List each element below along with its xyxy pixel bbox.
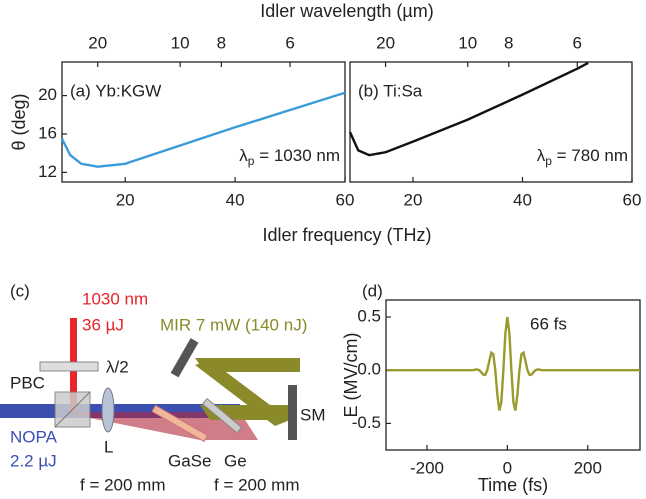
x2-tick-label: 8	[504, 33, 513, 52]
pump-wavelength: λp = 1030 nm	[239, 146, 340, 168]
pump-wavelength: 1030 nm	[82, 289, 148, 308]
data-line	[60, 91, 346, 168]
focal-length: f = 200 mm	[214, 475, 300, 494]
gase-crystal	[151, 404, 209, 443]
x2-tick-label: 20	[88, 33, 107, 52]
x-tick-label: 60	[336, 190, 355, 209]
y-axis-label: θ (deg)	[9, 93, 29, 150]
data-line	[386, 316, 640, 411]
subscript: p	[248, 154, 255, 168]
y-tick-label: -0.5	[352, 413, 381, 432]
pbc-label: PBC	[10, 373, 45, 392]
data-line	[348, 61, 589, 157]
symbol: λ	[537, 146, 546, 165]
pump-wavelength: λp = 780 nm	[537, 146, 628, 168]
y-tick-label: 0.5	[357, 307, 381, 326]
x-tick-label: 20	[116, 190, 135, 209]
setup-diagram	[0, 318, 300, 443]
sm-label: SM	[300, 405, 326, 424]
panel-label: (d)	[362, 281, 383, 300]
annotation: (a) Yb:KGW	[70, 81, 161, 100]
x2-tick-label: 6	[573, 33, 582, 52]
gase-label: GaSe	[168, 451, 211, 470]
plot-frame	[61, 61, 346, 183]
x2-tick-label: 8	[217, 33, 226, 52]
x-tick-label: 200	[574, 458, 602, 477]
y-axis-label: E (MV/cm)	[341, 333, 361, 418]
mirror-1	[170, 338, 199, 378]
x-tick-label: 60	[623, 190, 642, 209]
x2-tick-label: 10	[458, 33, 477, 52]
focal-length: f = 200 mm	[80, 475, 166, 494]
plot-frame	[349, 61, 633, 183]
x-tick-label: 40	[513, 190, 532, 209]
annotation: 66 fs	[530, 314, 567, 333]
symbol: λ	[239, 146, 248, 165]
ge-label: Ge	[224, 451, 247, 470]
x-tick-label: 0	[503, 458, 512, 477]
panel-label: (c)	[10, 281, 30, 300]
y-tick-label: 0.0	[357, 360, 381, 379]
text: = 780 nm	[552, 146, 628, 165]
nopa-label: NOPA	[10, 427, 58, 446]
subscript: p	[545, 154, 552, 168]
x2-tick-label: 10	[171, 33, 190, 52]
x-axis-label: Idler frequency (THz)	[262, 225, 431, 245]
plot-frame	[385, 299, 641, 451]
waveplate	[39, 361, 99, 372]
lens	[101, 387, 115, 433]
x-axis-label: Time (fs)	[478, 475, 548, 495]
y-tick-label: 12	[38, 162, 57, 181]
nopa-energy: 2.2 µJ	[10, 451, 57, 470]
lens-label: L	[104, 437, 113, 456]
mir-output: MIR 7 mW (140 nJ)	[160, 315, 307, 334]
x-tick-label: 40	[226, 190, 245, 209]
x2-axis-label: Idler wavelength (µm)	[260, 1, 433, 21]
x2-tick-label: 6	[285, 33, 294, 52]
waveplate-label: λ/2	[106, 357, 129, 376]
ge-plate	[201, 397, 243, 434]
x-tick-label: -200	[410, 458, 444, 477]
x2-tick-label: 20	[376, 33, 395, 52]
text: = 1030 nm	[254, 146, 340, 165]
cube-diagonal	[54, 391, 91, 428]
y-tick-label: 16	[38, 123, 57, 142]
pump-energy: 36 µJ	[82, 315, 124, 334]
spherical-mirror	[288, 385, 297, 440]
x-tick-label: 20	[404, 190, 423, 209]
y-tick-label: 20	[38, 85, 57, 104]
annotation: (b) Ti:Sa	[358, 81, 423, 100]
